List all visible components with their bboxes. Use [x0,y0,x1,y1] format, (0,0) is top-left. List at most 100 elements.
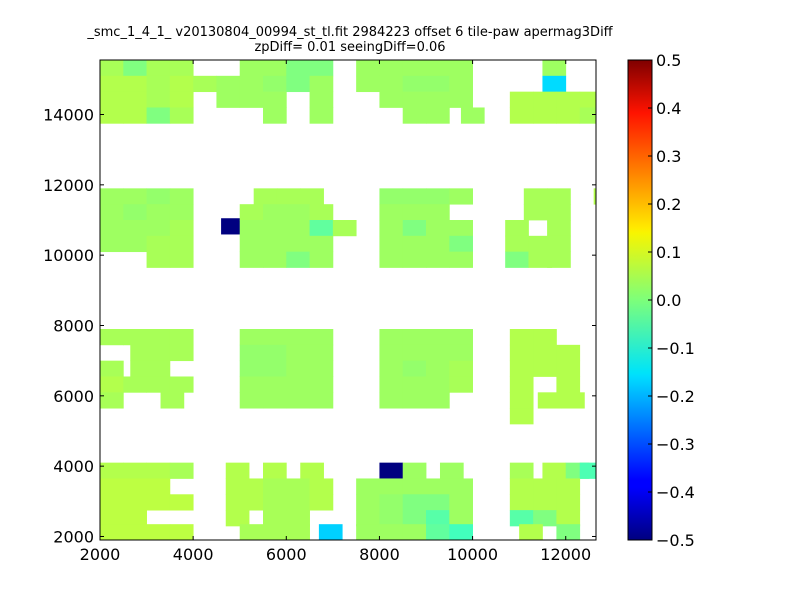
heatmap-cell [542,75,567,93]
heatmap-cell [263,376,287,393]
colorbar-axis: 0.5 0.4 0.3 0.2 0.1 0.0 −0.1 −0.2 −0.3 −0.4 −0.5 [648,51,695,550]
heatmap-cell [309,60,334,77]
heatmap-cell [263,494,287,511]
heatmap-cell [169,329,194,346]
heatmap-cell [146,376,171,393]
heatmap-cell [402,376,427,393]
heatmap-cell [286,376,310,393]
heatmap-cell [309,329,334,346]
heatmap-cell [533,510,557,527]
heatmap-cell [309,376,334,393]
heatmap-cell [100,462,124,479]
heatmap-cell [379,392,404,409]
heatmap-cell [509,344,534,362]
heatmap-cell [379,204,404,221]
heatmap-cell [356,478,380,495]
x-tick-label: 8000 [359,545,400,564]
heatmap-cell [263,360,287,377]
heatmap-cell [169,235,194,253]
heatmap-cell [449,75,473,93]
heatmap-cell [263,478,287,495]
heatmap-cell [449,235,473,253]
heatmap-cell [263,329,287,346]
heatmap-cell [509,510,534,527]
heatmap-cell [556,524,581,540]
heatmap-cell [509,360,534,377]
heatmap-cell [239,524,264,540]
heatmap-cell [509,462,534,479]
heatmap-cell [426,75,450,93]
heatmap-cell [402,60,427,77]
heatmap-cell [146,204,171,221]
heatmap-cell [286,392,310,409]
y-tick-label: 14000 [43,106,94,125]
heatmap-cell [547,188,571,205]
heatmap-cell [286,204,310,221]
heatmap-cell [379,329,404,346]
heatmap-cell [123,462,147,479]
heatmap-cell [426,524,450,540]
heatmap-cell [123,524,147,540]
heatmap-cell [146,251,171,268]
heatmap-cell [286,344,310,362]
heatmap-cell [286,478,310,495]
heatmap-cell [505,251,529,268]
y-tick-label: 8000 [53,316,94,335]
heatmap-cell [426,251,450,268]
colorbar-tick-label: −0.5 [656,531,695,550]
heatmap-cell [263,107,287,124]
heatmap-cell [379,91,404,108]
heatmap-cell [379,60,404,77]
heatmap-cell [100,478,124,495]
heatmap-cell [533,107,557,124]
heatmap-cell [123,107,147,124]
chart-subtitle: zpDiff= 0.01 seeingDiff=0.06 [254,40,446,55]
heatmap-cell [379,220,404,237]
heatmap-cell [379,478,404,495]
heatmap-cell [379,360,404,377]
heatmap-cell [169,524,194,540]
heatmap-cell [356,60,380,77]
heatmap-cell [426,392,450,409]
heatmap-cell [402,188,427,205]
x-tick-label: 6000 [266,545,307,564]
heatmap-cell [449,478,473,495]
heatmap-cell [239,329,264,346]
heatmap-cell [239,376,264,393]
heatmap-cell [519,524,543,540]
heatmap-cell [263,462,287,479]
heatmap-cell [379,494,404,511]
heatmap-cell [379,251,404,268]
x-tick-label: 10000 [447,545,498,564]
heatmap-cell [146,360,171,377]
heatmap-cell [509,478,534,495]
heatmap-cell [556,360,581,377]
heatmap-cell [556,344,581,362]
heatmap-cell [123,75,147,93]
heatmap-cell [533,360,557,377]
heatmap-cell [533,344,557,362]
heatmap-cell [309,235,334,253]
heatmap-cell [426,376,450,393]
y-axis: 2000 4000 6000 8000 10000 12000 14000 [43,106,596,546]
heatmap-cell [523,204,548,221]
heatmap-cell [216,91,241,108]
x-tick-label: 12000 [540,545,591,564]
y-tick-label: 4000 [53,457,94,476]
heatmap-cell [146,60,171,77]
x-axis: 2000 4000 6000 8000 10000 12000 [80,60,591,564]
heatmap-cell [146,235,171,253]
heatmap-cell [402,344,427,362]
heatmap-cell [239,360,264,377]
heatmap-cell [146,107,171,124]
heatmap-cell [356,524,380,540]
heatmap-cell [169,220,194,237]
heatmap-cell [239,392,264,409]
colorbar-tick-label: −0.1 [656,339,695,358]
heatmap-cell [509,408,534,425]
colorbar-tick-label: 0.1 [656,243,681,262]
heatmap-cell [379,235,404,253]
heatmap-cell [263,91,287,108]
heatmap-cell [379,188,404,205]
heatmap-cell [309,344,334,362]
